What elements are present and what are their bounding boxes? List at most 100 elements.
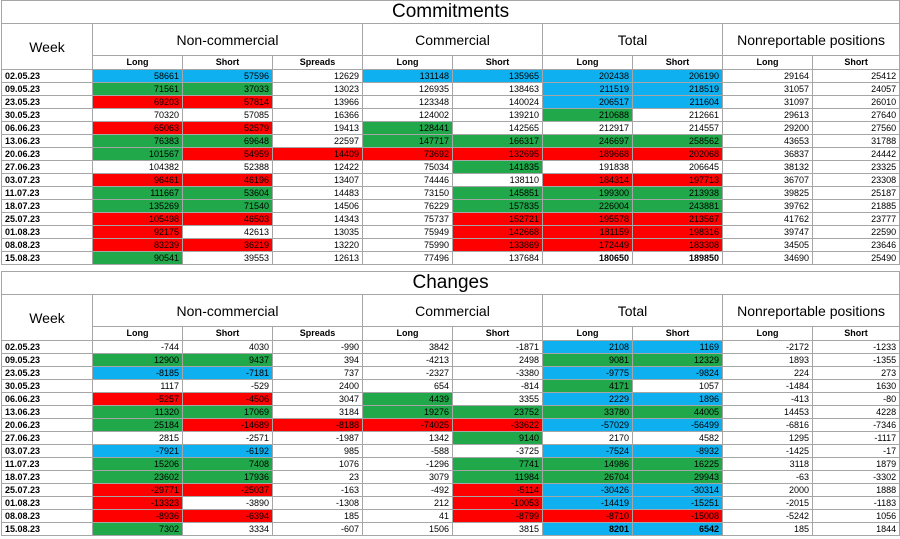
value-cell: -814 xyxy=(452,379,543,393)
value-cell: 198316 xyxy=(632,225,723,239)
value-cell: 202438 xyxy=(542,69,633,83)
value-cell: 14986 xyxy=(542,457,633,471)
value-cell: 3355 xyxy=(452,392,543,406)
table-row: 06.06.23 -5257 -4506 3047 4439 3355 2229 1896 -4… xyxy=(1,392,900,406)
value-cell: 27560 xyxy=(811,121,900,135)
table-row: 18.07.23 23602 17936 23 3079 11984 26704 29943-… xyxy=(1,470,900,484)
value-cell: 123348 xyxy=(362,95,453,109)
col-header: Long xyxy=(722,326,813,341)
commitments-table: Commitments Week Non-commercial Commerci… xyxy=(0,0,900,265)
value-cell: 14453 xyxy=(722,405,813,419)
week-cell: 30.05.23 xyxy=(1,108,93,122)
value-cell: 3184 xyxy=(272,405,363,419)
value-cell: 23308 xyxy=(811,173,900,187)
value-cell: -9824 xyxy=(632,366,723,380)
value-cell: 76229 xyxy=(362,199,453,213)
value-cell: 140024 xyxy=(452,95,543,109)
value-cell: 4439 xyxy=(362,392,453,406)
col-header: Long xyxy=(92,55,183,70)
value-cell: 191838 xyxy=(542,160,633,174)
value-cell: 3079 xyxy=(362,470,453,484)
value-cell: 15206 xyxy=(92,457,183,471)
value-cell: 75949 xyxy=(362,225,453,239)
value-cell: 139210 xyxy=(452,108,543,122)
value-cell: -30314 xyxy=(632,483,723,497)
table-row: 15.08.23 90541 39553 12613 77496 137684 180650… xyxy=(1,251,900,265)
table-row: 23.05.23 69203 57814 13966 123348 140024 20651… xyxy=(1,95,900,109)
table-row: 25.07.23 -29771 -25037 -163 -492 -5114 -30426-… xyxy=(1,483,900,497)
value-cell: 21885 xyxy=(811,199,900,213)
value-cell: 105498 xyxy=(92,212,183,226)
value-cell: 199300 xyxy=(542,186,633,200)
value-cell: 29164 xyxy=(722,69,813,83)
value-cell: 57596 xyxy=(182,69,273,83)
value-cell: -25037 xyxy=(182,483,273,497)
value-cell: 75990 xyxy=(362,238,453,252)
week-cell: 03.07.23 xyxy=(1,444,93,458)
value-cell: 16366 xyxy=(272,108,363,122)
value-cell: 138463 xyxy=(452,82,543,96)
table-row: 02.05.23 58661 57596 12629 131148 135965 20243… xyxy=(1,69,900,83)
value-cell: 11984 xyxy=(452,470,543,484)
week-cell: 02.05.23 xyxy=(1,340,93,354)
value-cell: -1425 xyxy=(722,444,813,458)
week-cell: 11.07.23 xyxy=(1,186,93,200)
value-cell: 273 xyxy=(811,366,900,380)
value-cell: 654 xyxy=(362,379,453,393)
value-cell: -30426 xyxy=(542,483,633,497)
value-cell: -56499 xyxy=(632,418,723,432)
col-header: Short xyxy=(452,55,543,70)
value-cell: 76383 xyxy=(92,134,183,148)
week-cell: 01.08.23 xyxy=(1,225,93,239)
value-cell: 71561 xyxy=(92,82,183,96)
value-cell: -1355 xyxy=(811,353,900,367)
value-cell: 218519 xyxy=(632,82,723,96)
value-cell: -8799 xyxy=(452,509,543,523)
week-cell: 25.07.23 xyxy=(1,483,93,497)
group-header-commercial: Commercial xyxy=(362,294,543,327)
value-cell: 25184 xyxy=(92,418,183,432)
value-cell: 25187 xyxy=(811,186,900,200)
value-cell: 6542 xyxy=(632,522,723,536)
table-row: 18.07.23 135269 71540 14506 76229 157835 22600… xyxy=(1,199,900,213)
value-cell: -1183 xyxy=(811,496,900,510)
value-cell: 39762 xyxy=(722,199,813,213)
value-cell: 31788 xyxy=(811,134,900,148)
value-cell: -2015 xyxy=(722,496,813,510)
value-cell: -33622 xyxy=(452,418,543,432)
value-cell: 133869 xyxy=(452,238,543,252)
value-cell: -15251 xyxy=(632,496,723,510)
value-cell: -3890 xyxy=(182,496,273,510)
value-cell: 1879 xyxy=(811,457,900,471)
value-cell: 185 xyxy=(722,522,813,536)
value-cell: 1506 xyxy=(362,522,453,536)
value-cell: 157835 xyxy=(452,199,543,213)
col-header: Short xyxy=(182,55,273,70)
value-cell: 44005 xyxy=(632,405,723,419)
value-cell: 1342 xyxy=(362,431,453,445)
value-cell: 11320 xyxy=(92,405,183,419)
value-cell: -8936 xyxy=(92,509,183,523)
value-cell: 23 xyxy=(272,470,363,484)
col-header: Short xyxy=(811,326,900,341)
value-cell: 166317 xyxy=(452,134,543,148)
value-cell: 12629 xyxy=(272,69,363,83)
col-header: Long xyxy=(542,55,633,70)
value-cell: 141835 xyxy=(452,160,543,174)
value-cell: 985 xyxy=(272,444,363,458)
week-cell: 15.08.23 xyxy=(1,522,93,536)
col-header: Short xyxy=(632,326,723,341)
week-header: Week xyxy=(1,294,93,341)
value-cell: -1233 xyxy=(811,340,900,354)
value-cell: 145851 xyxy=(452,186,543,200)
value-cell: 27640 xyxy=(811,108,900,122)
value-cell: 22597 xyxy=(272,134,363,148)
value-cell: 213567 xyxy=(632,212,723,226)
value-cell: 73692 xyxy=(362,147,453,161)
week-cell: 09.05.23 xyxy=(1,82,93,96)
value-cell: 70320 xyxy=(92,108,183,122)
value-cell: 1057 xyxy=(632,379,723,393)
value-cell: -3302 xyxy=(811,470,900,484)
value-cell: 142668 xyxy=(452,225,543,239)
value-cell: 138110 xyxy=(452,173,543,187)
